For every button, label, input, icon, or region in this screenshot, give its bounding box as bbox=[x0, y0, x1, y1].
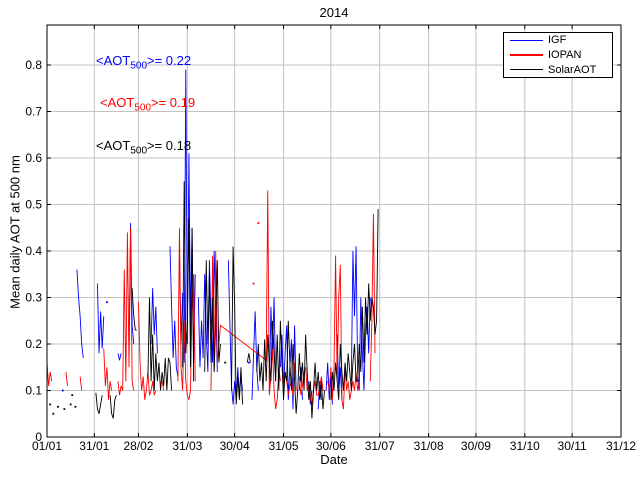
series-point-solaraot bbox=[71, 394, 74, 397]
series-line-solaraot bbox=[231, 246, 243, 405]
x-tick-label: 31/01 bbox=[79, 439, 109, 453]
annotation-mean-iopan-sub: 500 bbox=[134, 102, 152, 114]
series-line-iopan bbox=[161, 381, 165, 391]
series-point-solaraot bbox=[52, 412, 55, 415]
y-tick-label: 0.1 bbox=[25, 384, 42, 398]
x-tick-label: 31/05 bbox=[269, 439, 299, 453]
x-tick-label: 30/09 bbox=[461, 439, 491, 453]
series-point-igf bbox=[61, 389, 64, 392]
series-point-solaraot bbox=[63, 408, 66, 410]
annotation-mean-iopan: <AOT500>= 0.19 bbox=[100, 95, 195, 114]
x-tick-label: 30/11 bbox=[558, 439, 587, 453]
x-tick-label: 31/12 bbox=[606, 439, 636, 453]
series-point-iopan bbox=[257, 222, 260, 224]
series-point-igf bbox=[247, 361, 250, 364]
series-line-igf bbox=[76, 269, 84, 359]
x-tick-label: 31/07 bbox=[365, 439, 395, 453]
annotation-mean-igf-pre: <AOT bbox=[96, 53, 131, 68]
legend-label-solaraot: SolarAOT bbox=[548, 63, 597, 76]
series-line-igf bbox=[117, 353, 122, 361]
series-point-solaraot bbox=[224, 361, 227, 364]
series-line-iopan bbox=[210, 190, 281, 410]
y-tick-label: 0.4 bbox=[25, 244, 42, 258]
legend-line-swatch-solaraot bbox=[510, 68, 543, 71]
y-tick-label: 0.8 bbox=[25, 58, 42, 72]
series-line-iopan bbox=[46, 362, 53, 386]
series-line-iopan bbox=[327, 255, 360, 410]
legend: IGF IOPAN SolarAOT bbox=[503, 32, 613, 78]
annotation-mean-iopan-value: >= 0.19 bbox=[151, 95, 196, 110]
y-tick-label: 0.7 bbox=[25, 105, 42, 119]
annotation-mean-igf: <AOT500>= 0.22 bbox=[96, 53, 191, 72]
legend-line-swatch-igf bbox=[510, 39, 543, 42]
annotation-mean-igf-sub: 500 bbox=[130, 60, 148, 72]
series-line-igf bbox=[150, 288, 158, 354]
y-tick-label: 0 bbox=[35, 430, 42, 444]
annotation-mean-solaraot-sub: 500 bbox=[130, 145, 148, 157]
series-line-igf bbox=[350, 246, 371, 391]
annotation-mean-igf-value: >= 0.22 bbox=[147, 53, 192, 68]
x-tick-label: 31/10 bbox=[510, 439, 540, 453]
series-line-iopan bbox=[103, 348, 113, 400]
series-line-igf bbox=[317, 381, 322, 410]
annotation-mean-solaraot: <AOT500>= 0.18 bbox=[96, 138, 191, 157]
x-tick-label: 28/02 bbox=[123, 439, 153, 453]
x-tick-label: 30/04 bbox=[220, 439, 250, 453]
series-point-solaraot bbox=[74, 405, 77, 408]
annotation-mean-solaraot-value: >= 0.18 bbox=[147, 138, 192, 153]
annotation-mean-solaraot-pre: <AOT bbox=[96, 138, 131, 153]
series-line-solaraot bbox=[204, 260, 221, 372]
legend-label-iopan: IOPAN bbox=[548, 48, 582, 61]
x-tick-label: 31/08 bbox=[414, 439, 444, 453]
y-tick-label: 0.2 bbox=[25, 337, 42, 351]
legend-line-swatch-iopan bbox=[510, 54, 543, 56]
series-line-solaraot bbox=[147, 297, 173, 391]
series-line-solaraot bbox=[131, 288, 137, 331]
y-axis-label: Mean daily AOT at 500 nm bbox=[7, 155, 23, 309]
series-line-igf bbox=[251, 311, 259, 400]
y-tick-label: 0.3 bbox=[25, 291, 42, 305]
series-line-igf bbox=[97, 283, 105, 354]
series-point-solaraot bbox=[49, 403, 52, 406]
series-point-solaraot bbox=[57, 405, 59, 408]
annotation-mean-iopan-pre: <AOT bbox=[100, 95, 135, 110]
axes-frame bbox=[46, 24, 622, 438]
legend-item-igf: IGF bbox=[504, 33, 612, 47]
x-tick-label: 31/03 bbox=[172, 439, 202, 453]
series-line-solaraot bbox=[95, 392, 103, 414]
series-line-iopan bbox=[117, 227, 135, 396]
y-tick-label: 0.6 bbox=[25, 151, 42, 165]
series-line-solaraot bbox=[109, 395, 117, 419]
series-line-iopan bbox=[79, 376, 83, 391]
x-tick-label: 01/01 bbox=[32, 439, 62, 453]
series-line-igf bbox=[169, 246, 179, 377]
series-point-solaraot bbox=[69, 403, 72, 406]
y-tick-label: 0.5 bbox=[25, 198, 42, 212]
series-line-iopan bbox=[369, 213, 376, 382]
series-line-solaraot bbox=[256, 320, 325, 419]
series-line-solaraot bbox=[182, 181, 195, 382]
x-tick-label: 30/06 bbox=[316, 439, 346, 453]
series-point-igf bbox=[106, 301, 108, 304]
x-axis-label: Date bbox=[320, 452, 348, 467]
legend-item-iopan: IOPAN bbox=[504, 48, 612, 62]
legend-label-igf: IGF bbox=[548, 34, 567, 47]
series-point-iopan bbox=[252, 282, 255, 285]
legend-item-solaraot: SolarAOT bbox=[504, 63, 612, 77]
series-line-solaraot bbox=[330, 209, 379, 400]
series-line-solaraot bbox=[246, 353, 251, 363]
chart-title: 2014 bbox=[319, 5, 349, 20]
series-line-iopan bbox=[138, 302, 157, 400]
series-line-iopan bbox=[65, 371, 68, 386]
series-line-igf bbox=[197, 250, 218, 372]
